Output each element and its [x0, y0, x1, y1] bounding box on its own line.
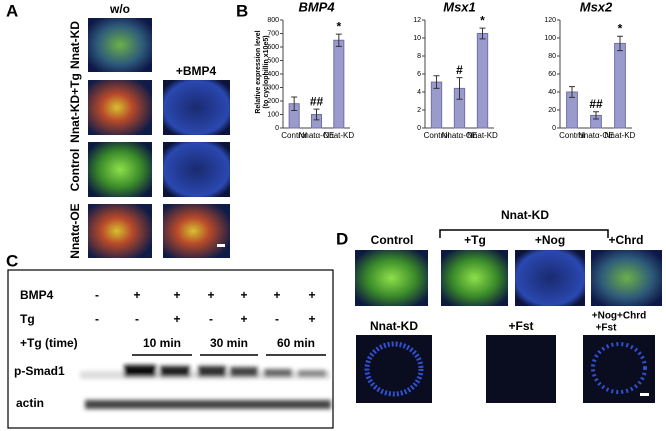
- annotation: *: [480, 13, 485, 27]
- x-tick-label: Nnatα-OE: [442, 131, 478, 140]
- y-tick-label: 300: [267, 84, 279, 91]
- time-label: 10 min: [143, 336, 181, 350]
- x-tick-label: Control: [281, 131, 307, 140]
- row-label: Tg: [20, 312, 35, 326]
- sign-cell: +: [133, 288, 140, 302]
- panel-label: C: [6, 251, 18, 270]
- sign-cell: -: [135, 312, 139, 326]
- chart-title: Msx1: [443, 0, 476, 14]
- error-bar: [291, 96, 298, 111]
- x-tick-label: Nnatα-OE: [299, 131, 335, 140]
- image-label: +Nog: [535, 233, 565, 247]
- annotation: ##: [589, 97, 603, 111]
- sign-cell: -: [95, 312, 99, 326]
- y-tick-label: 100: [544, 35, 556, 42]
- error-bar: [335, 33, 342, 47]
- y-tick-label: 20: [548, 107, 556, 114]
- sign-cell: -: [209, 312, 213, 326]
- y-tick-label: 200: [267, 98, 279, 105]
- x-tick-label: Nnat-KD: [323, 131, 354, 140]
- image-label: +Chrd: [608, 233, 643, 247]
- error-bar: [569, 86, 575, 98]
- y-tick-label: 2: [417, 107, 421, 114]
- y-tick-label: 40: [548, 89, 556, 96]
- row-label: BMP4: [20, 288, 54, 302]
- chart-title: BMP4: [298, 0, 335, 14]
- y-tick-label: 6: [417, 71, 421, 78]
- image-label: +Nog+Chrd: [592, 311, 646, 322]
- sign-cell: +: [273, 288, 280, 302]
- y-axis-label: (to cyclophillin x10e5): [263, 35, 270, 108]
- y-tick-label: 120: [544, 17, 556, 24]
- column-label: w/o: [109, 2, 130, 16]
- sign-cell: +: [308, 312, 315, 326]
- x-tick-label: Control: [424, 131, 450, 140]
- row-label: Nnat-KD: [68, 21, 82, 69]
- y-tick-label: 400: [267, 71, 279, 78]
- image-label: +Fst: [596, 323, 618, 334]
- y-tick-label: 0: [417, 125, 421, 132]
- sign-cell: +: [308, 288, 315, 302]
- bar: [333, 39, 345, 129]
- y-tick-label: 800: [267, 17, 279, 24]
- bar: [614, 42, 626, 129]
- bar: [430, 81, 443, 129]
- y-axis-label: Relative expression level: [255, 30, 262, 113]
- error-bar: [456, 77, 463, 100]
- y-tick-label: 0: [275, 125, 279, 132]
- y-tick-label: 80: [548, 53, 556, 60]
- image-label: Control: [371, 233, 414, 247]
- bar: [476, 33, 489, 129]
- image-label: +Fst: [508, 319, 533, 333]
- blot-label: actin: [16, 396, 44, 410]
- y-tick-label: 100: [267, 111, 279, 118]
- sign-cell: -: [275, 312, 279, 326]
- y-tick-label: 12: [413, 17, 421, 24]
- panel-label: D: [336, 229, 348, 248]
- column-label: +BMP4: [176, 64, 217, 78]
- x-tick-label: Nnat-KD: [605, 131, 636, 140]
- y-tick-label: 10: [413, 35, 421, 42]
- annotation: #: [456, 63, 463, 77]
- row-label: Nnat-KD+Tg: [68, 73, 82, 143]
- y-tick-label: 500: [267, 57, 279, 64]
- y-tick-label: 60: [548, 71, 556, 78]
- error-bar: [433, 75, 440, 89]
- y-tick-label: 700: [267, 30, 279, 37]
- annotation: *: [336, 19, 341, 33]
- error-bar: [593, 111, 599, 120]
- annotation: ##: [310, 94, 324, 108]
- time-label: 30 min: [210, 336, 248, 350]
- sign-cell: +: [173, 288, 180, 302]
- y-tick-label: 4: [417, 89, 421, 96]
- image-label: Nnat-KD: [370, 319, 418, 333]
- image-label: +Tg: [464, 233, 486, 247]
- sign-cell: +: [240, 288, 247, 302]
- x-tick-label: Control: [559, 131, 585, 140]
- time-label: 60 min: [277, 336, 315, 350]
- x-tick-label: Nnat-KD: [467, 131, 498, 140]
- chart-title: Msx2: [580, 0, 613, 14]
- error-bar: [313, 108, 320, 121]
- error-bar: [617, 35, 623, 52]
- sign-cell: +: [240, 312, 247, 326]
- y-tick-label: 600: [267, 44, 279, 51]
- row-label: Control: [68, 149, 82, 192]
- y-tick-label: 0: [552, 125, 556, 132]
- row-label: Nnatα-OE: [68, 203, 82, 258]
- panel-label: A: [6, 1, 18, 20]
- row-label: +Tg (time): [20, 336, 78, 350]
- sign-cell: +: [207, 288, 214, 302]
- x-tick-label: Nnatα-OE: [578, 131, 614, 140]
- sign-cell: -: [95, 288, 99, 302]
- y-tick-label: 8: [417, 53, 421, 60]
- group-label: Nnat-KD: [501, 208, 549, 222]
- layout: [7, 18, 662, 429]
- annotation: *: [618, 21, 623, 35]
- panel-label: B: [236, 1, 248, 20]
- sign-cell: +: [173, 312, 180, 326]
- blot-label: p-Smad1: [14, 364, 65, 378]
- error-bar: [479, 27, 486, 40]
